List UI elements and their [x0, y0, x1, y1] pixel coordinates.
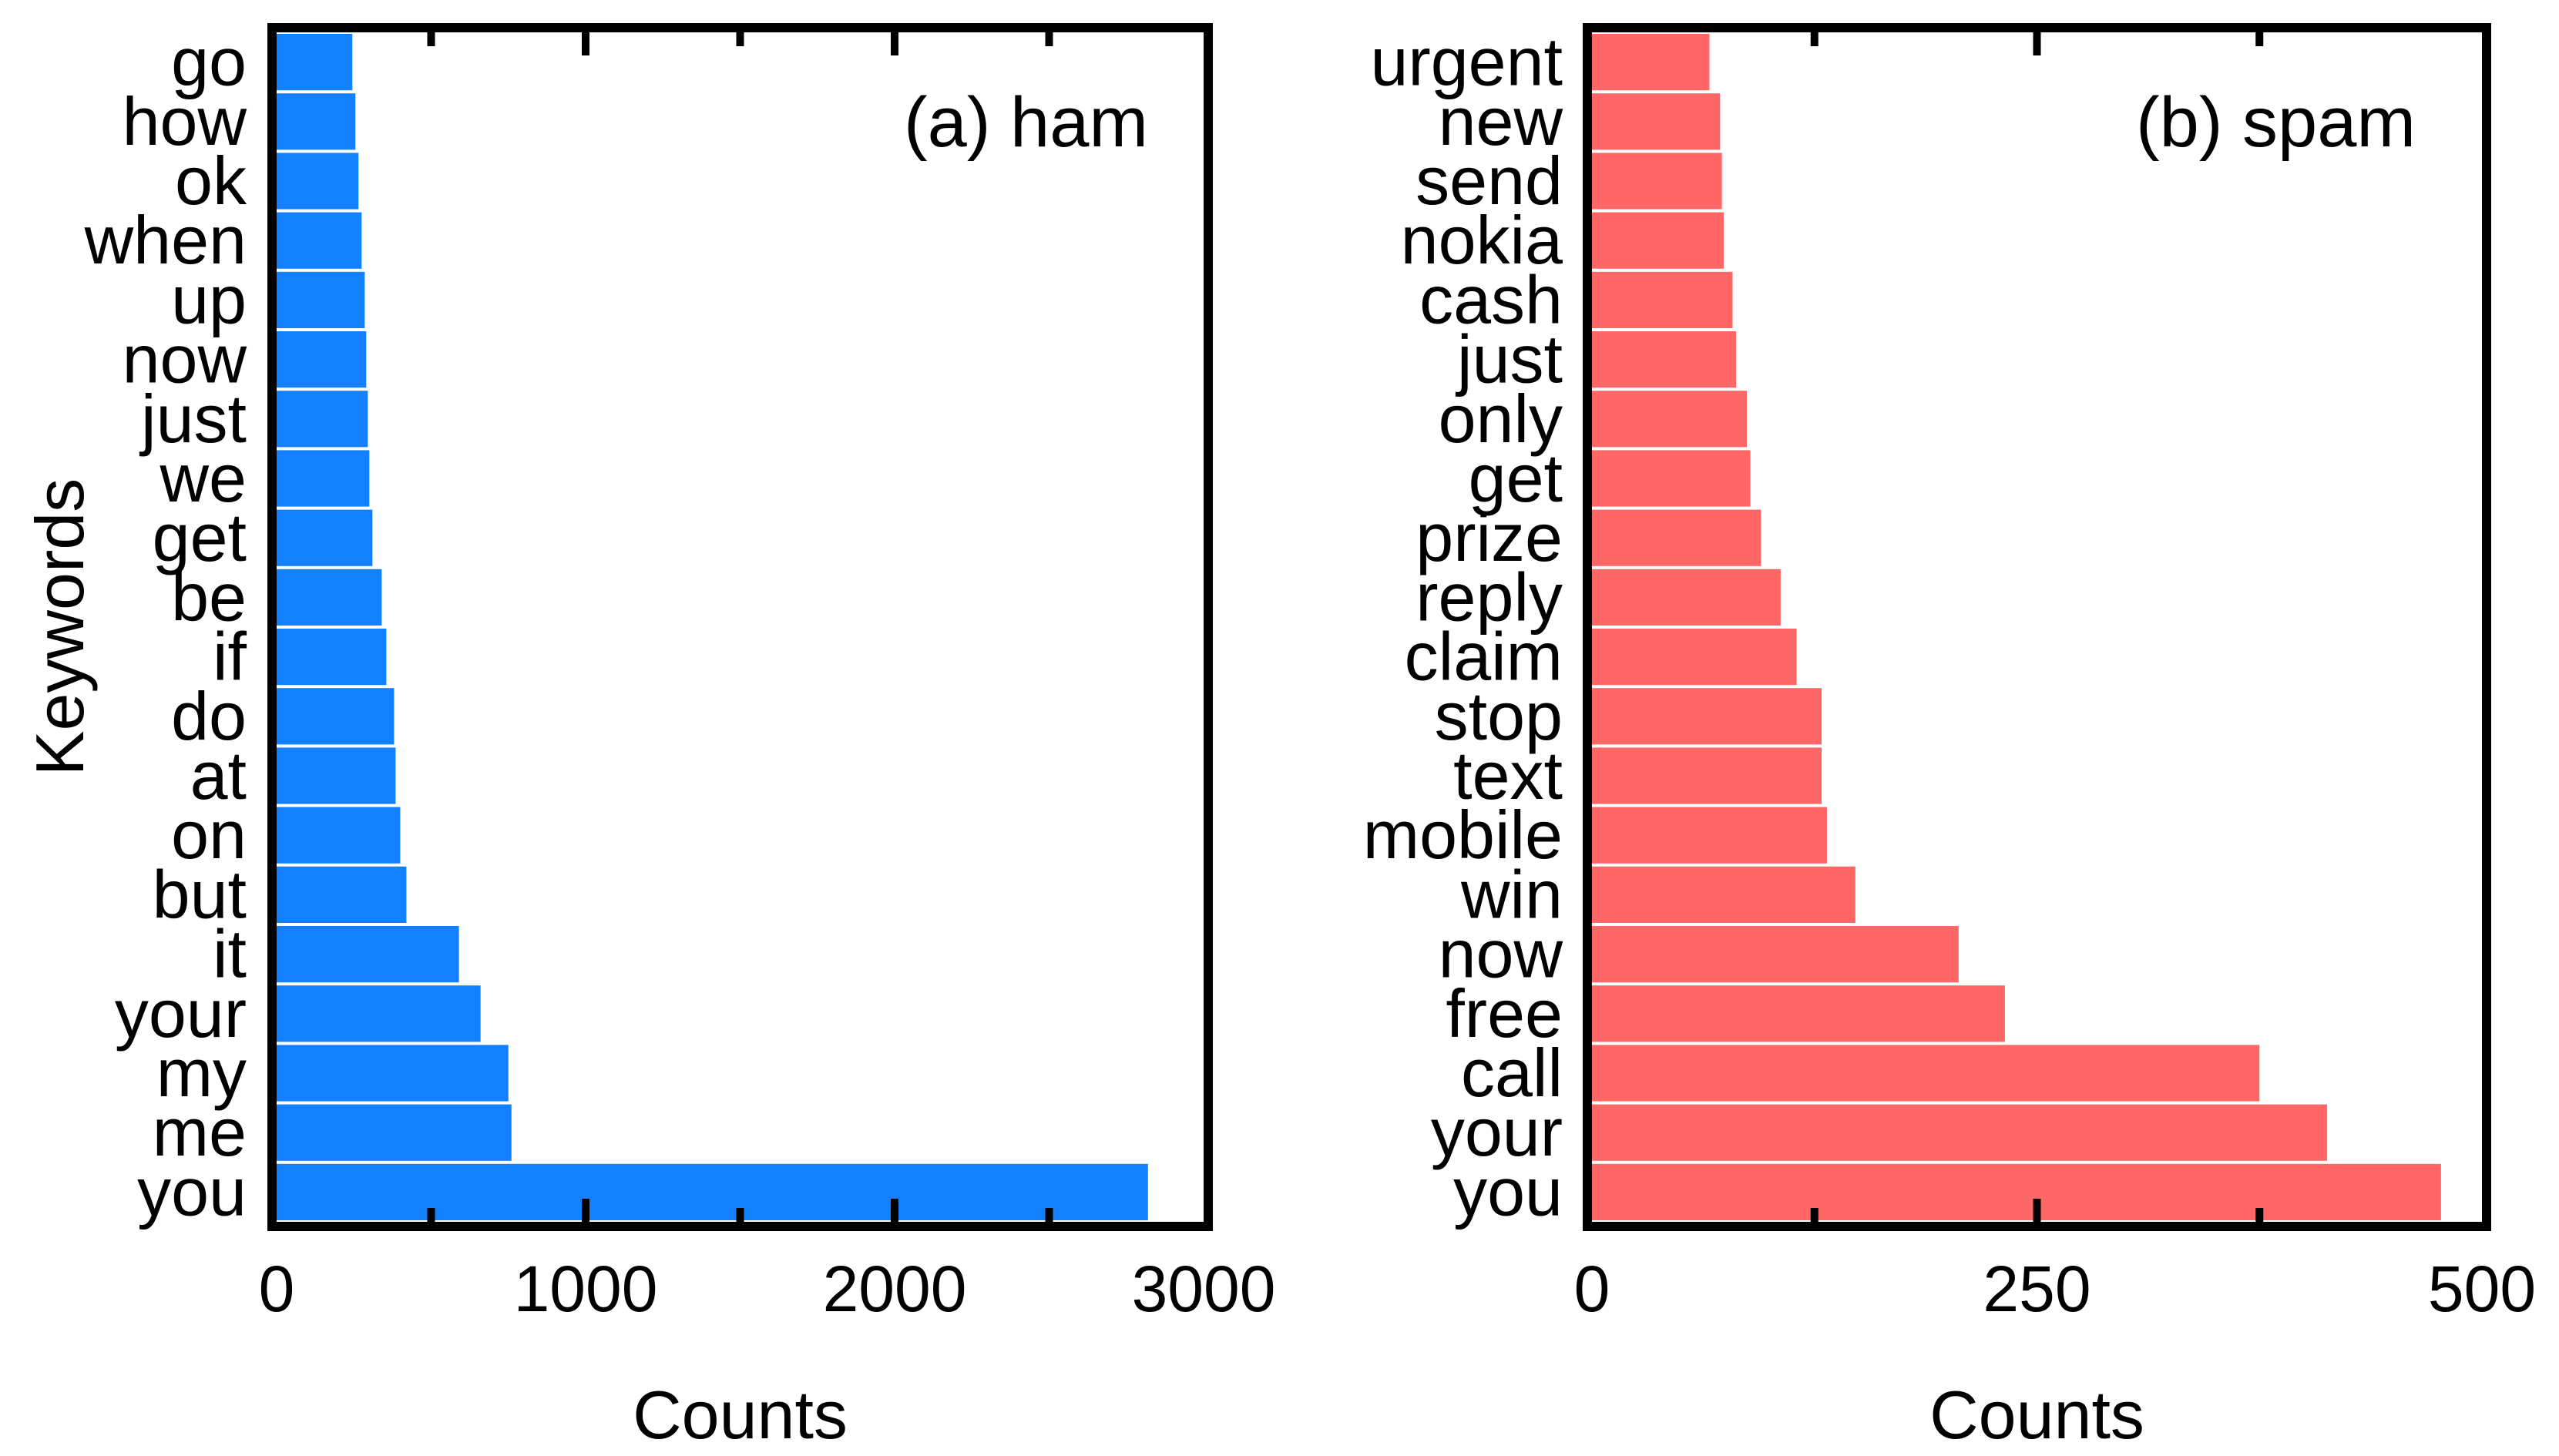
bar-reply [1592, 569, 1781, 626]
bar-just [277, 391, 368, 448]
bar-up [277, 271, 365, 328]
category-label-free: free [1446, 975, 1563, 1052]
bar-how [277, 93, 356, 150]
bar-if [277, 629, 387, 686]
bar-do [277, 688, 395, 745]
category-label-now: now [1439, 916, 1563, 992]
panel-label: (b) spam [2136, 83, 2416, 162]
category-label-on: on [171, 797, 247, 873]
bar-get [277, 509, 373, 566]
bar-win [1592, 866, 1855, 923]
category-label-my: my [156, 1035, 247, 1111]
bar-go [277, 34, 353, 91]
category-label-stop: stop [1435, 678, 1563, 754]
bar-it [277, 926, 459, 983]
category-label-now: now [123, 321, 247, 398]
bar-mobile [1592, 807, 1827, 864]
category-label-new: new [1439, 83, 1563, 159]
category-label-go: go [171, 24, 247, 100]
plot-frame [1583, 23, 2491, 1231]
category-label-at: at [190, 737, 247, 814]
x-tick-label: 0 [259, 1253, 295, 1325]
bar-when [277, 212, 362, 269]
category-label-your: your [115, 975, 247, 1052]
bar-ok [277, 153, 359, 210]
category-label-if: if [213, 619, 247, 695]
spam-panel: youyourcallfreenowwinmobiletextstopclaim… [1363, 23, 2536, 1453]
category-label-get: get [1469, 440, 1563, 516]
bar-but [277, 866, 407, 923]
bar-urgent [1592, 34, 1710, 91]
bar-nokia [1592, 212, 1724, 269]
x-tick-label: 250 [1983, 1253, 2091, 1325]
category-label-cash: cash [1419, 261, 1563, 337]
category-label-call: call [1461, 1035, 1563, 1111]
x-axis-title: Counts [1929, 1377, 2144, 1453]
bar-prize [1592, 509, 1761, 566]
x-tick-label: 2000 [823, 1253, 967, 1325]
bar-now [277, 331, 367, 388]
bar-get [1592, 450, 1751, 507]
bar-you [1592, 1163, 2441, 1220]
x-tick-label: 500 [2428, 1253, 2536, 1325]
x-tick-label: 3000 [1132, 1253, 1276, 1325]
x-axis-title: Counts [633, 1377, 848, 1453]
plot-frame [267, 23, 1213, 1231]
bar-just [1592, 331, 1737, 388]
bar-you [277, 1163, 1148, 1220]
category-label-urgent: urgent [1370, 24, 1563, 100]
category-label-we: we [160, 440, 247, 516]
ham-panel: youmemyyouritbutonatdoifbegetwejustnowup… [22, 23, 1276, 1453]
category-label-just: just [1455, 321, 1563, 398]
bar-text [1592, 747, 1822, 804]
category-label-ok: ok [175, 143, 247, 219]
category-label-reply: reply [1416, 559, 1563, 635]
category-label-you: you [137, 1153, 247, 1230]
bar-call [1592, 1045, 2260, 1102]
category-label-when: when [84, 202, 247, 278]
bar-your [1592, 1104, 2328, 1161]
bar-me [277, 1104, 512, 1161]
category-label-mobile: mobile [1363, 797, 1563, 873]
category-label-up: up [171, 261, 247, 337]
category-label-nokia: nokia [1401, 202, 1563, 278]
category-label-do: do [171, 678, 247, 754]
category-label-get: get [153, 499, 247, 575]
category-label-you: you [1453, 1153, 1563, 1230]
category-label-only: only [1439, 381, 1563, 457]
bar-stop [1592, 688, 1822, 745]
bar-be [277, 569, 382, 626]
panel-label: (a) ham [904, 83, 1148, 162]
category-label-me: me [153, 1094, 247, 1170]
bar-your [277, 985, 481, 1042]
bar-send [1592, 153, 1722, 210]
category-label-just: just [139, 381, 247, 457]
bar-only [1592, 391, 1747, 448]
bar-free [1592, 985, 2005, 1042]
bar-my [277, 1045, 509, 1102]
bar-now [1592, 926, 1959, 983]
category-label-prize: prize [1416, 499, 1563, 575]
bar-on [277, 807, 401, 864]
category-label-it: it [213, 916, 247, 992]
x-tick-label: 1000 [514, 1253, 658, 1325]
bar-cash [1592, 271, 1733, 328]
category-label-text: text [1453, 737, 1563, 814]
bar-at [277, 747, 396, 804]
x-tick-label: 0 [1574, 1253, 1610, 1325]
category-label-how: how [123, 83, 247, 159]
category-label-be: be [171, 559, 247, 635]
category-label-your: your [1431, 1094, 1563, 1170]
bar-new [1592, 93, 1721, 150]
bar-we [277, 450, 370, 507]
category-label-send: send [1416, 143, 1563, 219]
category-label-but: but [153, 856, 247, 932]
bar-claim [1592, 629, 1797, 686]
y-axis-title: Keywords [22, 478, 98, 776]
category-label-win: win [1460, 856, 1563, 932]
category-label-claim: claim [1405, 619, 1563, 695]
